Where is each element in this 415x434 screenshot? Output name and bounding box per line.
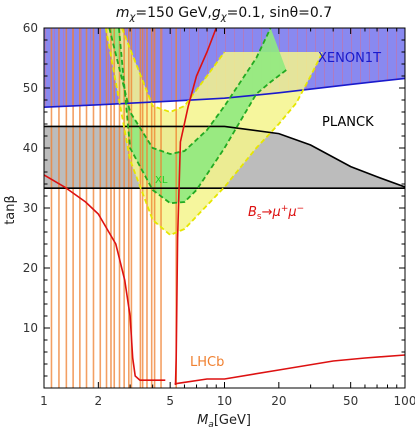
chart-title: mχ=150 GeV,gχ=0.1, sinθ=0.7 xyxy=(116,5,332,23)
title-m: m xyxy=(116,5,130,21)
bs-b: B xyxy=(248,205,257,220)
x-axis-label-sub: a xyxy=(208,420,214,430)
bs-mumu-label: Bs→μ+μ− xyxy=(248,204,304,222)
y-tick-label-4: 50 xyxy=(23,81,38,95)
bs-left-curve xyxy=(44,174,166,381)
bs-mu2: μ xyxy=(287,205,296,220)
small-green-label: XL xyxy=(155,175,168,186)
x-tick-label-2: 5 xyxy=(166,394,174,408)
yellow-inner-boundary xyxy=(121,28,226,113)
y-axis-label: tanβ xyxy=(3,195,18,225)
x-tick-label-4: 20 xyxy=(271,394,286,408)
ticks-layer xyxy=(43,27,406,389)
bs-arrow: → xyxy=(262,205,273,220)
green-inner-boundary xyxy=(118,28,287,205)
x-axis-label: Ma[GeV] xyxy=(197,413,251,430)
green-band-region xyxy=(109,28,287,204)
title-g-rest: =0.1, sinθ=0.7 xyxy=(227,5,333,21)
regions-layer xyxy=(44,28,405,388)
bs-mu1-sup: + xyxy=(281,204,289,214)
xenon-label: XENON1T xyxy=(318,51,381,66)
title-m-rest: =150 GeV, xyxy=(135,5,211,21)
x-tick-label-3: 10 xyxy=(217,394,232,408)
y-tick-label-0: 10 xyxy=(23,321,38,335)
x-tick-label-6: 100 xyxy=(394,394,415,408)
bs-mu2-sup: − xyxy=(297,204,305,214)
x-tick-label-1: 2 xyxy=(95,394,103,408)
planck-label: PLANCK xyxy=(322,115,374,130)
yellow-outer-boundary xyxy=(104,28,324,237)
title-m-sub: χ xyxy=(128,12,136,23)
bs-b-sub: s xyxy=(257,212,262,222)
xenon-boundary xyxy=(44,77,405,108)
y-tick-label-3: 40 xyxy=(23,141,38,155)
lhcb-label: LHCb xyxy=(190,355,224,370)
bs-right-curve xyxy=(174,28,217,386)
x-tick-label-5: 50 xyxy=(343,394,358,408)
y-tick-label-1: 20 xyxy=(23,261,38,275)
green-outer-boundary xyxy=(108,28,272,155)
x-tick-label-0: 1 xyxy=(40,394,48,408)
y-tick-label-5: 60 xyxy=(23,21,38,35)
tick-labels-layer: 1 2 5 10 20 50 100 10 20 30 40 50 60 xyxy=(23,21,415,408)
x-axis-label-sym: M xyxy=(197,413,208,428)
title-g-sub: χ xyxy=(220,12,228,23)
bs-mu1: μ xyxy=(272,205,281,220)
bs-low-curve xyxy=(174,354,405,385)
curves-layer xyxy=(44,28,405,386)
y-tick-label-2: 30 xyxy=(23,201,38,215)
title-g: g xyxy=(212,5,221,21)
planck-upper-boundary xyxy=(44,125,405,188)
x-axis-label-rest: [GeV] xyxy=(214,413,251,428)
